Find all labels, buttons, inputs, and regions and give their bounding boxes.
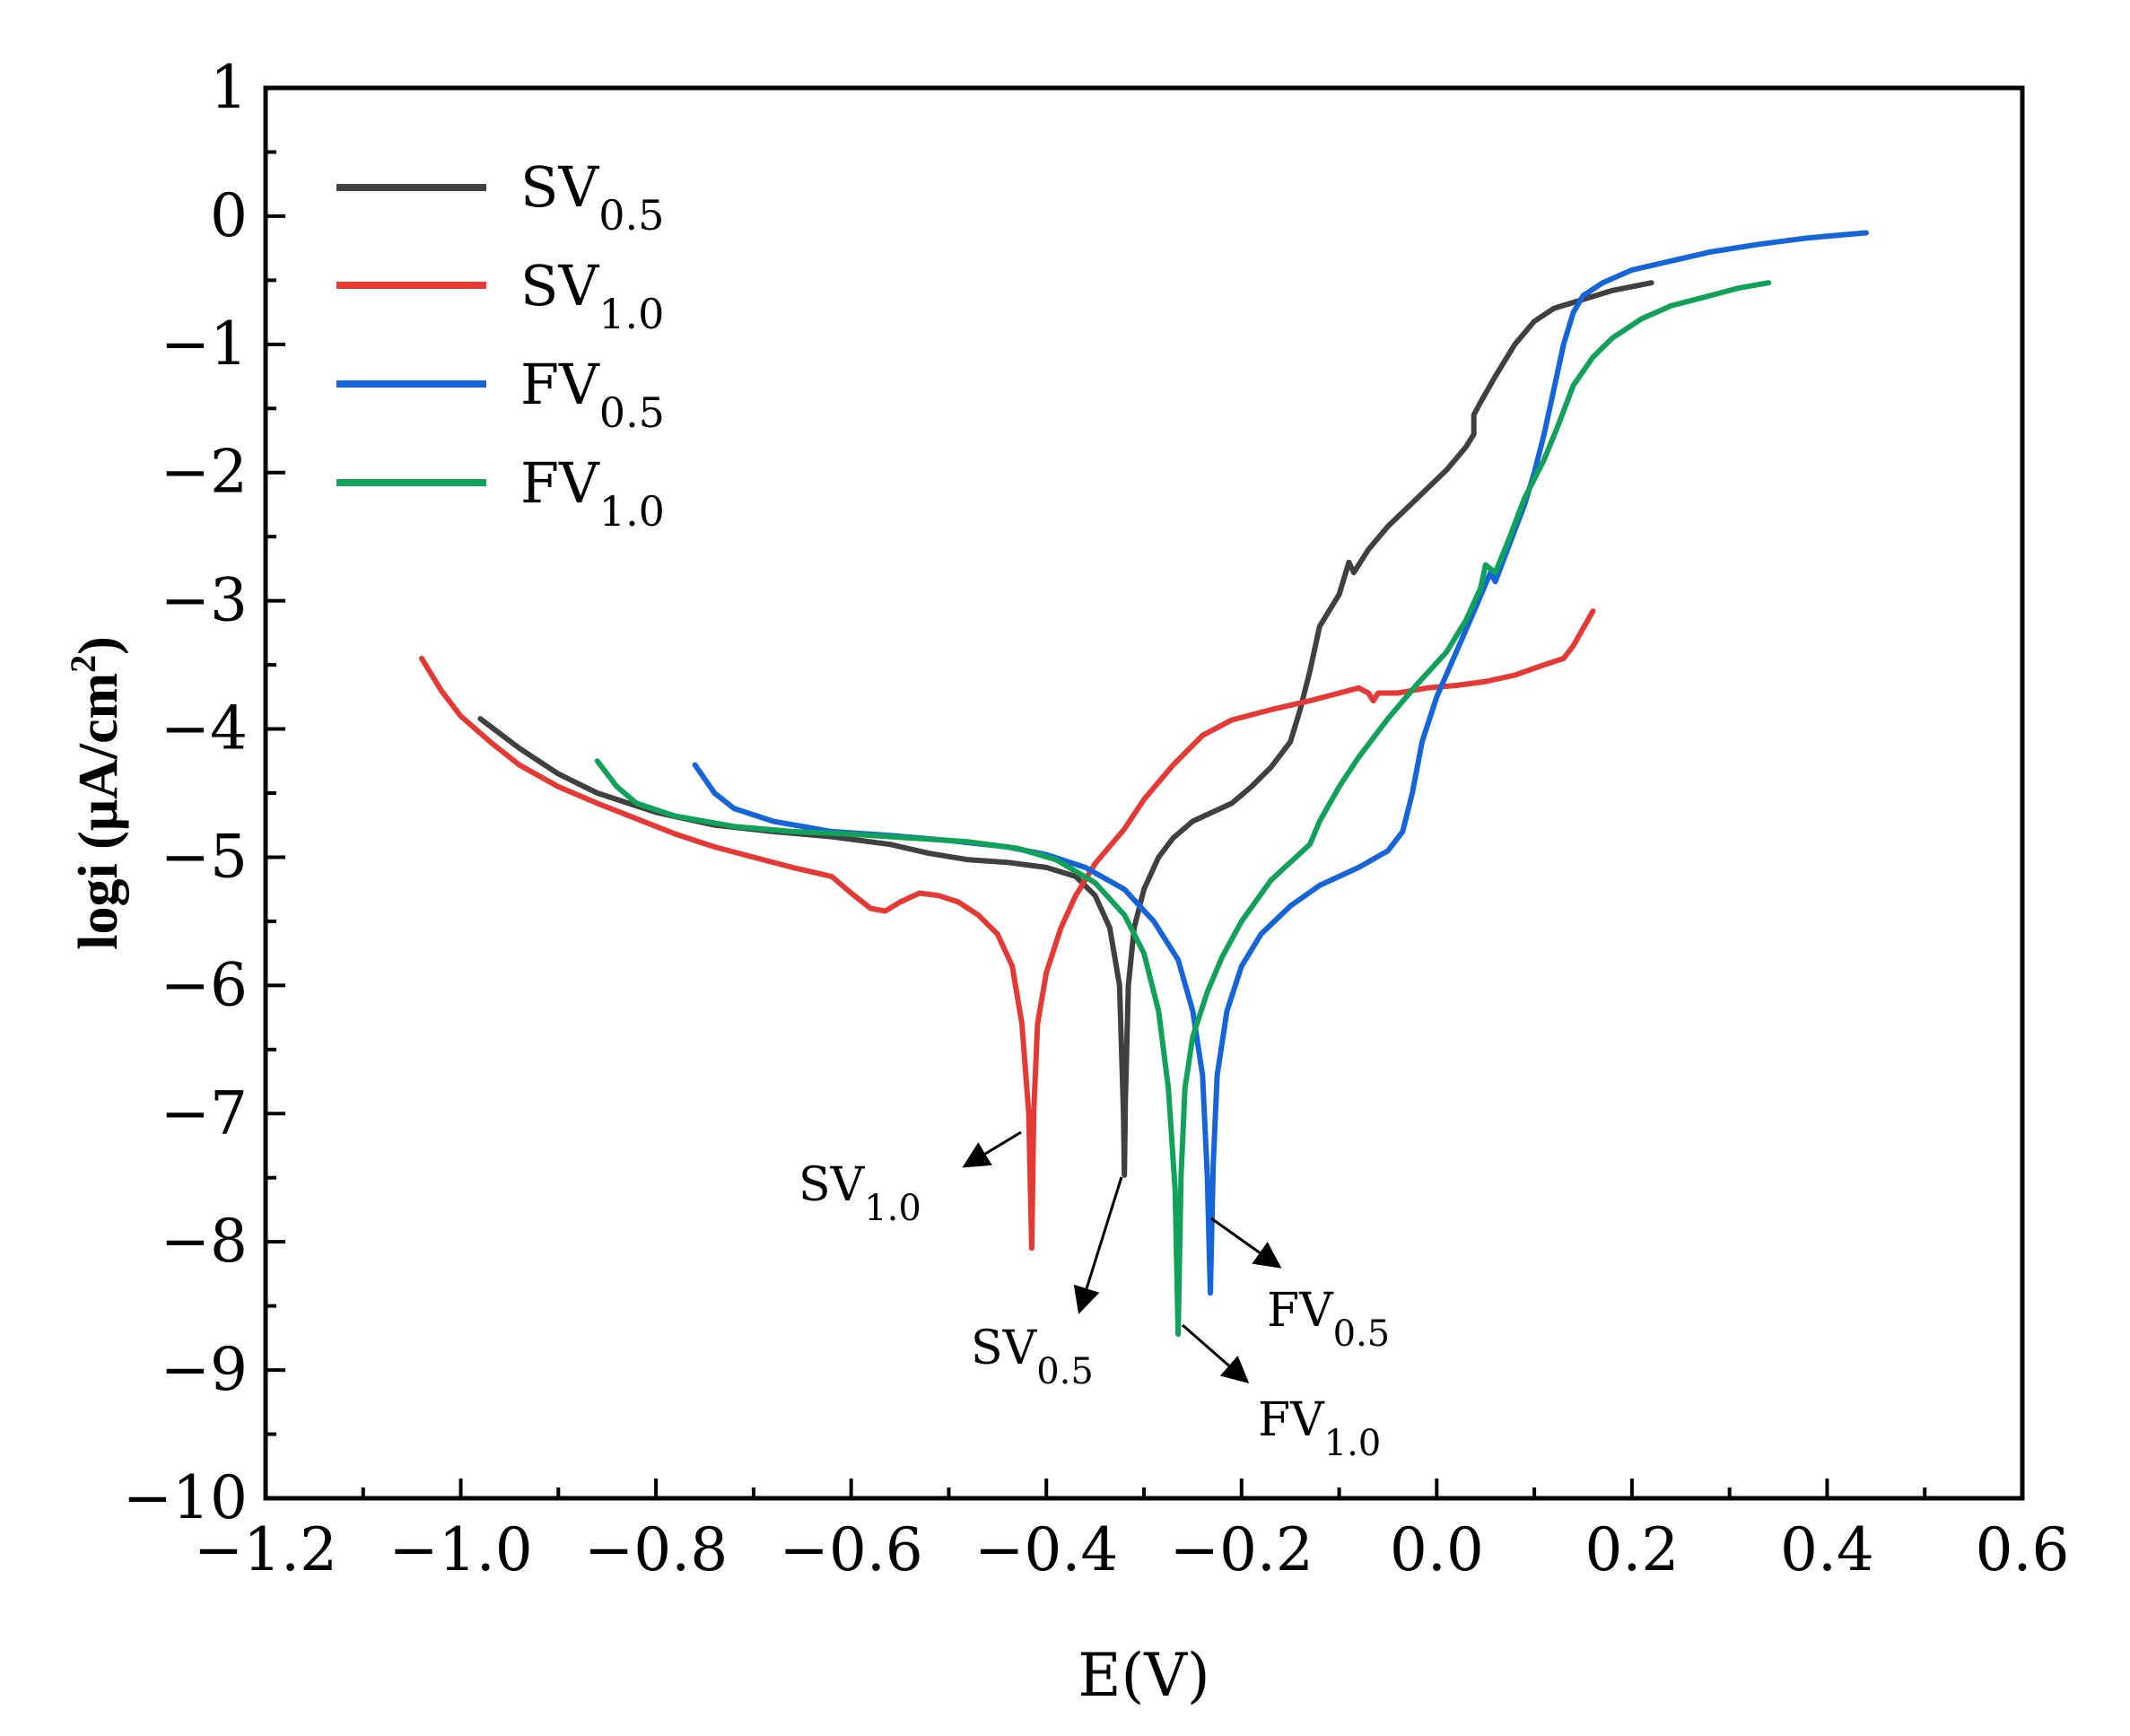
x-axis-title: E(V) — [1078, 1641, 1209, 1710]
x-tick-label: −1.2 — [194, 1515, 337, 1584]
annotation-label-fv05: FV0.5 — [1267, 1284, 1390, 1355]
series-line-sv05 — [477, 280, 1654, 1178]
legend-label-fv05: FV0.5 — [520, 352, 665, 437]
x-tick-label: 0.2 — [1584, 1515, 1679, 1584]
y-tick-label: −3 — [161, 566, 248, 635]
y-tick-label: −2 — [161, 438, 248, 507]
y-tick-label: −7 — [161, 1078, 248, 1147]
y-tick-label: −4 — [161, 694, 248, 763]
y-tick-label: 0 — [210, 181, 248, 250]
annotation-arrow-sv05 — [1073, 1176, 1123, 1314]
annotations: SV1.0 SV0.5 FV0.5 FV1.0 — [799, 1130, 1390, 1464]
legend-label-sv05: SV0.5 — [520, 154, 664, 240]
x-tick-label: −1.0 — [388, 1515, 532, 1584]
x-tick-label: −0.6 — [780, 1515, 923, 1584]
y-tick-label: −6 — [161, 950, 248, 1019]
annotation-arrow-sv10 — [962, 1130, 1022, 1168]
x-tick-label: 0.0 — [1390, 1515, 1484, 1584]
y-axis-title-sup: 2 — [63, 655, 103, 673]
y-tick-label: 1 — [210, 53, 248, 122]
annotation-arrow-fv05 — [1210, 1217, 1282, 1269]
y-tick-label: −1 — [161, 310, 248, 379]
series-line-fv05 — [692, 230, 1869, 1296]
y-tick-label: −9 — [161, 1335, 248, 1404]
y-axis-ticks: 1 0 −1 −2 −3 −4 −5 −6 −7 −8 −9 −10 — [123, 53, 285, 1532]
legend-label-fv10: FV1.0 — [520, 450, 665, 536]
series-line-fv10 — [594, 280, 1772, 1338]
y-axis-title-main: logi (μA/cm — [68, 673, 129, 950]
annotation-label-sv05: SV0.5 — [971, 1322, 1094, 1392]
series-layer — [419, 230, 1869, 1338]
annotation-label-sv10: SV1.0 — [799, 1158, 921, 1229]
x-tick-label: −0.4 — [974, 1515, 1118, 1584]
y-tick-label: −10 — [123, 1463, 248, 1532]
y-tick-label: −5 — [161, 822, 248, 891]
y-axis-title: logi (μA/cm2) — [63, 636, 129, 950]
annotation-label-fv10: FV1.0 — [1258, 1393, 1381, 1464]
y-axis-title-end: ) — [68, 636, 129, 655]
series-line-sv10 — [419, 608, 1596, 1252]
y-tick-label: −8 — [161, 1207, 248, 1276]
legend-label-sv10: SV1.0 — [520, 253, 664, 338]
annotation-arrow-fv10 — [1182, 1323, 1250, 1383]
x-tick-label: 0.6 — [1976, 1515, 2070, 1584]
x-tick-label: −0.2 — [1170, 1515, 1314, 1584]
x-tick-label: 0.4 — [1780, 1515, 1874, 1584]
x-axis-ticks: −1.2 −1.0 −0.8 −0.6 −0.4 −0.2 0.0 0.2 0.4 0.6 — [194, 1479, 2070, 1584]
legend: SV0.5 SV1.0 FV0.5 FV1.0 — [336, 154, 665, 536]
x-tick-label: −0.8 — [584, 1515, 728, 1584]
